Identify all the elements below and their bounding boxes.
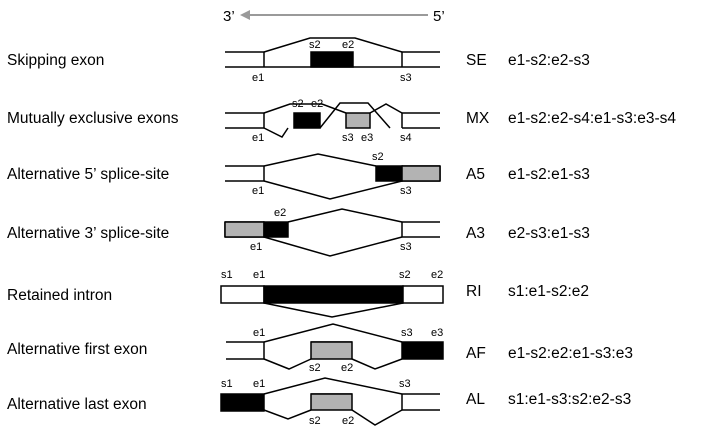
site-label: e1 xyxy=(253,269,265,281)
diagram-alt-first-exon xyxy=(226,323,444,370)
direction-arrow xyxy=(240,10,428,20)
row-code-mutually-exclusive: e1-s2:e2-s4:e1-s3:e3-s4 xyxy=(508,110,677,127)
row-code-alt-5-splice: e1-s2:e1-s3 xyxy=(508,166,590,183)
site-label: s3 xyxy=(342,132,354,144)
row-code-alt-3-splice: e2-s3:e1-s3 xyxy=(508,225,590,242)
site-label: s1 xyxy=(221,378,233,390)
row-abbr-alt-first-exon: AF xyxy=(466,345,486,362)
diagram-alt-5-splice xyxy=(225,153,441,200)
site-label: e1 xyxy=(253,327,265,339)
site-label: e3 xyxy=(361,132,373,144)
site-label: e1 xyxy=(250,241,262,253)
diagram-skipping-exon xyxy=(225,37,440,68)
diagram-alt-3-splice xyxy=(224,208,440,257)
row-label-skipping-exon: Skipping exon xyxy=(7,52,105,69)
site-label: e2 xyxy=(274,207,286,219)
row-abbr-retained-intron: RI xyxy=(466,283,482,300)
site-label: e1 xyxy=(252,132,264,144)
site-label: s2 xyxy=(399,269,411,281)
site-label: e3 xyxy=(431,327,443,339)
diagram-mutually-exclusive xyxy=(225,102,440,138)
row-abbr-alt-5-splice: A5 xyxy=(466,166,485,183)
site-label: s3 xyxy=(400,72,412,84)
site-label: e2 xyxy=(311,98,323,110)
site-label: e2 xyxy=(431,269,443,281)
five-prime-label: 5’ xyxy=(433,8,445,25)
row-label-mutually-exclusive: Mutually exclusive exons xyxy=(7,110,179,127)
row-code-alt-last-exon: s1:e1-s3:s2:e2-s3 xyxy=(508,391,632,408)
row-label-alt-3-splice: Alternative 3’ splice-site xyxy=(7,225,170,242)
row-code-skipping-exon: e1-s2:e2-s3 xyxy=(508,52,590,69)
row-label-alt-first-exon: Alternative first exon xyxy=(7,341,148,358)
row-label-retained-intron: Retained intron xyxy=(7,287,113,304)
row-label-alt-5-splice: Alternative 5’ splice-site xyxy=(7,166,170,183)
row-abbr-mutually-exclusive: MX xyxy=(466,110,490,127)
site-label: s2 xyxy=(309,362,321,374)
site-label: e2 xyxy=(342,39,354,51)
site-label: s3 xyxy=(400,185,412,197)
site-label: s2 xyxy=(309,39,321,51)
row-code-alt-first-exon: e1-s2:e2:e1-s3:e3 xyxy=(508,345,633,362)
three-prime-label: 3’ xyxy=(223,8,235,25)
site-label: s2 xyxy=(372,151,384,163)
row-abbr-alt-3-splice: A3 xyxy=(466,225,485,242)
diagram-retained-intron xyxy=(220,285,444,318)
site-label: s1 xyxy=(221,269,233,281)
row-abbr-alt-last-exon: AL xyxy=(466,391,485,408)
site-label: s3 xyxy=(401,327,413,339)
site-label: s3 xyxy=(399,378,411,390)
site-label: s3 xyxy=(400,241,412,253)
site-label: e1 xyxy=(253,378,265,390)
site-label: e1 xyxy=(252,72,264,84)
site-label: s2 xyxy=(292,98,304,110)
site-label: e2 xyxy=(342,415,354,427)
diagram-alt-last-exon xyxy=(220,377,440,426)
row-label-alt-last-exon: Alternative last exon xyxy=(7,396,147,413)
site-label: e2 xyxy=(341,362,353,374)
row-abbr-skipping-exon: SE xyxy=(466,52,487,69)
site-label: s4 xyxy=(400,132,412,144)
site-label: e1 xyxy=(252,185,264,197)
site-label: s2 xyxy=(309,415,321,427)
row-code-retained-intron: s1:e1-s2:e2 xyxy=(508,283,589,300)
